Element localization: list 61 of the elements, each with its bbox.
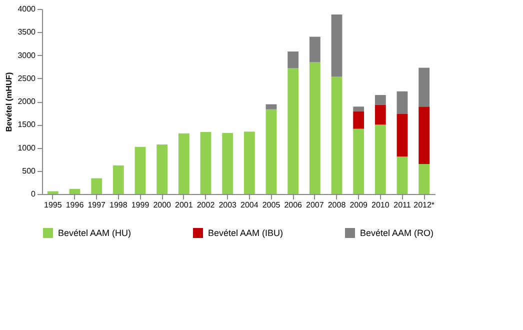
x-tick-label: 2002 bbox=[196, 200, 216, 210]
bar bbox=[244, 132, 255, 194]
bar bbox=[418, 68, 430, 107]
bar bbox=[222, 132, 234, 194]
y-tick-label: 2000 bbox=[18, 97, 36, 106]
bar bbox=[418, 106, 430, 164]
bar bbox=[309, 62, 320, 194]
y-axis-title: Bevétel (mHUF) bbox=[4, 72, 14, 132]
bar bbox=[112, 165, 124, 194]
bar bbox=[353, 128, 364, 194]
x-tick-label: 1997 bbox=[88, 200, 106, 210]
x-tick-label: 2000 bbox=[153, 200, 172, 210]
x-tick-label: 1999 bbox=[131, 200, 150, 210]
bar bbox=[288, 52, 299, 68]
y-tick-label: 3000 bbox=[18, 50, 36, 60]
bar bbox=[331, 14, 342, 77]
x-tick-label: 2005 bbox=[262, 200, 281, 210]
bar bbox=[69, 188, 80, 194]
x-tick-label: 2007 bbox=[306, 200, 324, 210]
x-tick-label: 2010 bbox=[372, 200, 390, 210]
bar bbox=[47, 191, 58, 194]
x-tick-label: 2006 bbox=[284, 200, 303, 210]
x-tick-label: 2003 bbox=[218, 200, 238, 210]
x-tick-label: 2004 bbox=[240, 200, 259, 210]
bar bbox=[374, 104, 386, 125]
y-tick-label: 0 bbox=[31, 190, 36, 198]
legend-label: Bevétel AAM (RO) bbox=[360, 228, 434, 238]
y-tick-label: 4000 bbox=[18, 4, 36, 14]
x-tick-label: 2001 bbox=[175, 200, 194, 210]
bar bbox=[266, 109, 277, 194]
legend-label: Bevétel AAM (IBU) bbox=[208, 228, 284, 238]
bar bbox=[134, 146, 146, 194]
bar bbox=[309, 36, 320, 62]
bar bbox=[178, 133, 190, 194]
y-tick-label: 500 bbox=[22, 166, 36, 176]
x-tick-label: 2008 bbox=[328, 200, 346, 210]
y-tick-label: 1000 bbox=[18, 143, 36, 152]
bar bbox=[396, 156, 408, 194]
bar bbox=[200, 132, 212, 194]
bar bbox=[396, 91, 408, 114]
x-tick-label: 2011 bbox=[394, 200, 412, 210]
bar bbox=[331, 76, 342, 194]
x-tick-label: 2009 bbox=[350, 200, 368, 210]
bar bbox=[266, 104, 277, 110]
y-tick-label: 2500 bbox=[18, 74, 36, 83]
y-tick-label: 1500 bbox=[18, 120, 36, 130]
bar bbox=[288, 68, 299, 194]
bar bbox=[91, 178, 102, 194]
x-tick-label: 1998 bbox=[110, 200, 128, 210]
legend-label: Bevétel AAM (HU) bbox=[58, 228, 132, 238]
x-tick-label: 1996 bbox=[66, 200, 84, 210]
bar bbox=[156, 144, 168, 194]
bar bbox=[374, 124, 386, 194]
bar bbox=[374, 95, 386, 105]
x-tick-label: 2012* bbox=[414, 200, 435, 210]
bar bbox=[418, 164, 430, 194]
bar bbox=[353, 111, 364, 129]
y-tick-label: 3500 bbox=[18, 28, 36, 37]
bar bbox=[396, 114, 408, 157]
bar bbox=[353, 106, 364, 112]
x-tick-label: 1995 bbox=[44, 200, 62, 210]
